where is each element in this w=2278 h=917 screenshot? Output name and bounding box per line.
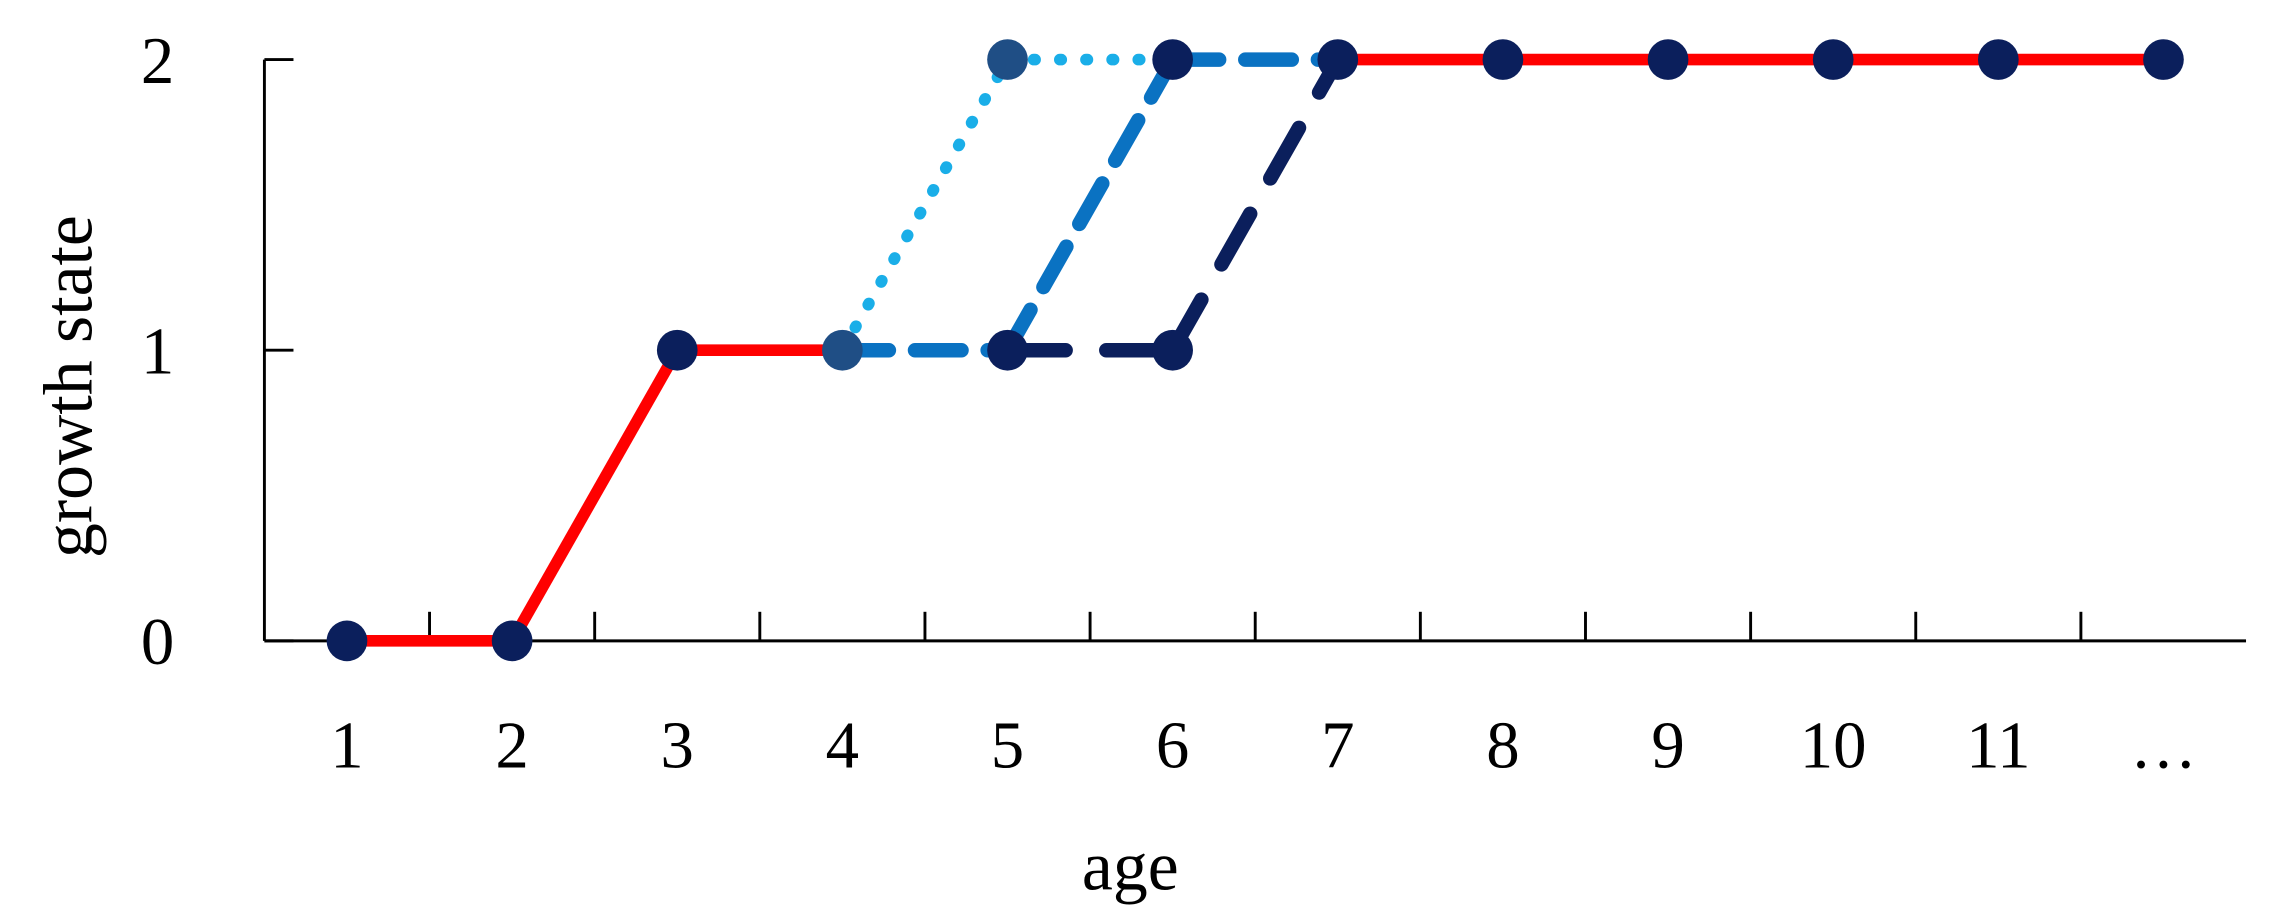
x-tick-label: 4 [826,708,859,782]
series-markers [326,39,2184,662]
series-dotted-point [987,39,1028,80]
x-tick-label: 5 [991,708,1024,782]
x-tick-label: 7 [1321,708,1354,782]
x-tick-label: 6 [1156,708,1189,782]
series-solid-point [491,620,533,662]
x-tick-label: 9 [1651,708,1684,782]
y-axis-title: growth state [31,215,108,558]
series-long-dashed-segment [1165,52,1346,358]
x-tick-label: … [2130,708,2197,782]
series-solid-point [1647,39,1689,80]
x-tick-label: 8 [1486,708,1519,782]
y-tick-label: 1 [141,314,174,388]
series-dashed-point [987,329,1028,371]
series-solid-point [1977,39,2019,80]
series-solid-segment [507,347,683,644]
y-tick-label: 2 [141,24,174,98]
axis-labels: age growth state 0 1 2 1 2 3 4 5 6 7 8 9 10 11 … [31,24,2197,906]
series-dashed-point [1152,39,1193,80]
series-dotted-segment [836,53,1014,357]
series-solid-point [656,329,698,371]
x-axis-title: age [1082,828,1179,905]
series-solid-point [1482,39,1524,80]
series-solid-point [1812,39,1854,80]
x-tick-label: 1 [330,708,363,782]
x-tick-label: 3 [661,708,694,782]
series-dotted-point [822,329,863,371]
x-tick-label: 11 [1966,708,2030,782]
series-dashed-segment [1000,52,1180,358]
series-lines [346,52,2164,647]
y-tick-label: 0 [141,605,174,679]
series-solid-point [2143,39,2184,80]
series-solid-point [326,620,368,662]
x-tick-label: 2 [495,708,528,782]
x-tick-label: 10 [1800,708,1867,782]
series-solid-point [1317,39,1359,80]
series-long-dashed-point [1152,329,1193,371]
